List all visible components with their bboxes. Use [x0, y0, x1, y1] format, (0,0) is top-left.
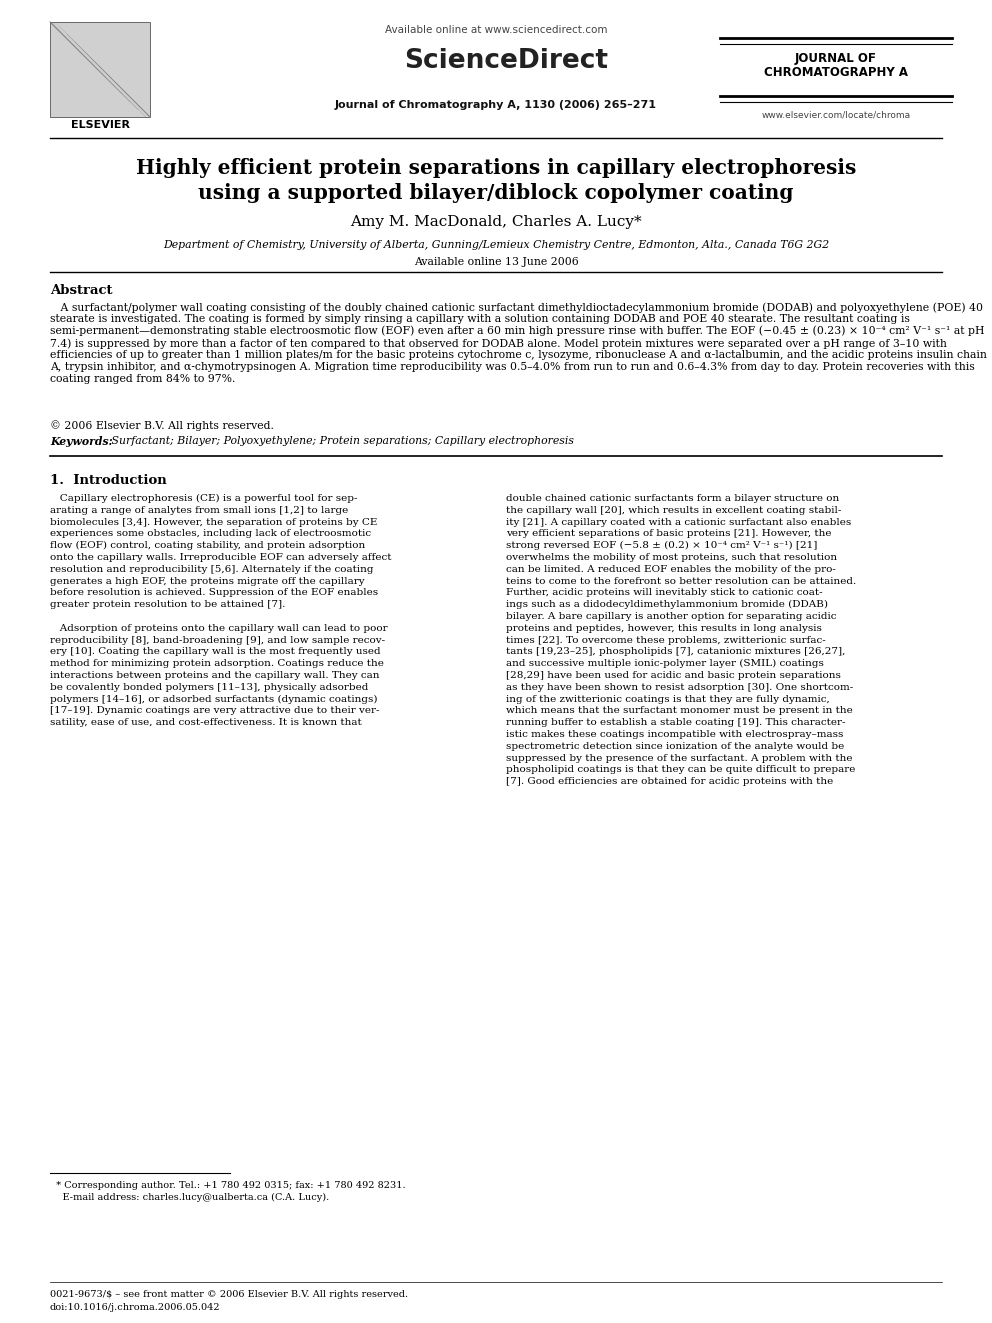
Text: Adsorption of proteins onto the capillary wall can lead to poor: Adsorption of proteins onto the capillar… [50, 624, 388, 632]
Text: ery [10]. Coating the capillary wall is the most frequently used: ery [10]. Coating the capillary wall is … [50, 647, 381, 656]
Text: www.elsevier.com/locate/chroma: www.elsevier.com/locate/chroma [762, 110, 911, 119]
Bar [50, 22, 150, 116]
Text: [17–19]. Dynamic coatings are very attractive due to their ver-: [17–19]. Dynamic coatings are very attra… [50, 706, 380, 716]
Text: teins to come to the forefront so better resolution can be attained.: teins to come to the forefront so better… [506, 577, 856, 586]
Text: Keywords:: Keywords: [50, 437, 116, 447]
Text: biomolecules [3,4]. However, the separation of proteins by CE: biomolecules [3,4]. However, the separat… [50, 517, 377, 527]
Text: ScienceDirect: ScienceDirect [404, 48, 608, 74]
Text: istic makes these coatings incompatible with electrospray–mass: istic makes these coatings incompatible … [506, 730, 843, 740]
Text: generates a high EOF, the proteins migrate off the capillary: generates a high EOF, the proteins migra… [50, 577, 365, 586]
Text: doi:10.1016/j.chroma.2006.05.042: doi:10.1016/j.chroma.2006.05.042 [50, 1303, 220, 1312]
Text: [28,29] have been used for acidic and basic protein separations: [28,29] have been used for acidic and ba… [506, 671, 841, 680]
Text: flow (EOF) control, coating stability, and protein adsorption: flow (EOF) control, coating stability, a… [50, 541, 365, 550]
Text: Highly efficient protein separations in capillary electrophoresis: Highly efficient protein separations in … [136, 157, 856, 179]
Text: before resolution is achieved. Suppression of the EOF enables: before resolution is achieved. Suppressi… [50, 589, 378, 598]
Text: Amy M. MacDonald, Charles A. Lucy*: Amy M. MacDonald, Charles A. Lucy* [350, 216, 642, 229]
Text: E-mail address: charles.lucy@ualberta.ca (C.A. Lucy).: E-mail address: charles.lucy@ualberta.ca… [50, 1193, 329, 1203]
Text: CHROMATOGRAPHY A: CHROMATOGRAPHY A [764, 66, 908, 79]
Text: tants [19,23–25], phospholipids [7], catanionic mixtures [26,27],: tants [19,23–25], phospholipids [7], cat… [506, 647, 845, 656]
Text: the capillary wall [20], which results in excellent coating stabil-: the capillary wall [20], which results i… [506, 505, 841, 515]
Text: can be limited. A reduced EOF enables the mobility of the pro-: can be limited. A reduced EOF enables th… [506, 565, 836, 574]
Text: strong reversed EOF (−5.8 ± (0.2) × 10⁻⁴ cm² V⁻¹ s⁻¹) [21]: strong reversed EOF (−5.8 ± (0.2) × 10⁻⁴… [506, 541, 817, 550]
Text: spectrometric detection since ionization of the analyte would be: spectrometric detection since ionization… [506, 742, 844, 750]
Text: which means that the surfactant monomer must be present in the: which means that the surfactant monomer … [506, 706, 853, 716]
Text: times [22]. To overcome these problems, zwitterionic surfac-: times [22]. To overcome these problems, … [506, 635, 825, 644]
Text: Available online 13 June 2006: Available online 13 June 2006 [414, 257, 578, 267]
Text: Surfactant; Bilayer; Polyoxyethylene; Protein separations; Capillary electrophor: Surfactant; Bilayer; Polyoxyethylene; Pr… [108, 437, 574, 446]
Text: JOURNAL OF: JOURNAL OF [795, 52, 877, 65]
Text: Department of Chemistry, University of Alberta, Gunning/Lemieux Chemistry Centre: Department of Chemistry, University of A… [163, 239, 829, 250]
Text: suppressed by the presence of the surfactant. A problem with the: suppressed by the presence of the surfac… [506, 754, 852, 762]
Text: as they have been shown to resist adsorption [30]. One shortcom-: as they have been shown to resist adsorp… [506, 683, 853, 692]
Text: method for minimizing protein adsorption. Coatings reduce the: method for minimizing protein adsorption… [50, 659, 384, 668]
Text: onto the capillary walls. Irreproducible EOF can adversely affect: onto the capillary walls. Irreproducible… [50, 553, 392, 562]
Text: 1.  Introduction: 1. Introduction [50, 474, 167, 487]
Text: 0021-9673/$ – see front matter © 2006 Elsevier B.V. All rights reserved.: 0021-9673/$ – see front matter © 2006 El… [50, 1290, 408, 1299]
Text: very efficient separations of basic proteins [21]. However, the: very efficient separations of basic prot… [506, 529, 831, 538]
Text: reproducibility [8], band-broadening [9], and low sample recov-: reproducibility [8], band-broadening [9]… [50, 635, 385, 644]
Text: ELSEVIER: ELSEVIER [70, 120, 130, 130]
Text: arating a range of analytes from small ions [1,2] to large: arating a range of analytes from small i… [50, 505, 348, 515]
Text: ings such as a didodecyldimethylammonium bromide (DDAB): ings such as a didodecyldimethylammonium… [506, 601, 828, 610]
Text: ity [21]. A capillary coated with a cationic surfactant also enables: ity [21]. A capillary coated with a cati… [506, 517, 851, 527]
Text: overwhelms the mobility of most proteins, such that resolution: overwhelms the mobility of most proteins… [506, 553, 837, 562]
Text: * Corresponding author. Tel.: +1 780 492 0315; fax: +1 780 492 8231.: * Corresponding author. Tel.: +1 780 492… [50, 1181, 406, 1189]
Text: polymers [14–16], or adsorbed surfactants (dynamic coatings): polymers [14–16], or adsorbed surfactant… [50, 695, 378, 704]
Text: greater protein resolution to be attained [7].: greater protein resolution to be attaine… [50, 601, 286, 609]
Text: running buffer to establish a stable coating [19]. This character-: running buffer to establish a stable coa… [506, 718, 845, 728]
Text: Journal of Chromatography A, 1130 (2006) 265–271: Journal of Chromatography A, 1130 (2006)… [335, 101, 657, 110]
Text: resolution and reproducibility [5,6]. Alternately if the coating: resolution and reproducibility [5,6]. Al… [50, 565, 374, 574]
Text: phospholipid coatings is that they can be quite difficult to prepare: phospholipid coatings is that they can b… [506, 766, 855, 774]
Text: double chained cationic surfactants form a bilayer structure on: double chained cationic surfactants form… [506, 493, 839, 503]
Text: ing of the zwitterionic coatings is that they are fully dynamic,: ing of the zwitterionic coatings is that… [506, 695, 829, 704]
Text: Available online at www.sciencedirect.com: Available online at www.sciencedirect.co… [385, 25, 607, 34]
Text: Abstract: Abstract [50, 284, 112, 296]
Text: © 2006 Elsevier B.V. All rights reserved.: © 2006 Elsevier B.V. All rights reserved… [50, 419, 274, 431]
Text: Further, acidic proteins will inevitably stick to cationic coat-: Further, acidic proteins will inevitably… [506, 589, 822, 598]
Text: using a supported bilayer/diblock copolymer coating: using a supported bilayer/diblock copoly… [198, 183, 794, 202]
Text: bilayer. A bare capillary is another option for separating acidic: bilayer. A bare capillary is another opt… [506, 613, 836, 620]
Text: [7]. Good efficiencies are obtained for acidic proteins with the: [7]. Good efficiencies are obtained for … [506, 777, 833, 786]
Text: interactions between proteins and the capillary wall. They can: interactions between proteins and the ca… [50, 671, 380, 680]
Text: Capillary electrophoresis (CE) is a powerful tool for sep-: Capillary electrophoresis (CE) is a powe… [50, 493, 357, 503]
Text: A surfactant/polymer wall coating consisting of the doubly chained cationic surf: A surfactant/polymer wall coating consis… [50, 302, 987, 384]
Text: proteins and peptides, however, this results in long analysis: proteins and peptides, however, this res… [506, 624, 822, 632]
Text: satility, ease of use, and cost-effectiveness. It is known that: satility, ease of use, and cost-effectiv… [50, 718, 362, 728]
Text: experiences some obstacles, including lack of electroosmotic: experiences some obstacles, including la… [50, 529, 371, 538]
Text: be covalently bonded polymers [11–13], physically adsorbed: be covalently bonded polymers [11–13], p… [50, 683, 368, 692]
Text: and successive multiple ionic-polymer layer (SMIL) coatings: and successive multiple ionic-polymer la… [506, 659, 824, 668]
